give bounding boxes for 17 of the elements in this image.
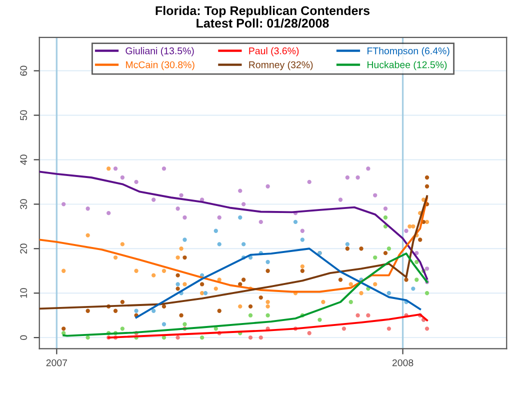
chart-title: Florida: Top Republican Contenders (156, 6, 370, 18)
chart-subtitle: Latest Poll: 01/28/2008 (196, 18, 329, 28)
legend-label: Paul (3.6%) (249, 47, 299, 56)
legend-label: Giuliani (13.5%) (126, 47, 194, 56)
y-tick-label: 50 (20, 110, 28, 120)
y-tick-label: 20 (20, 244, 28, 254)
y-tick-label: 0 (20, 335, 28, 340)
x-tick-label: 2007 (46, 359, 68, 366)
legend-label: Romney (32%) (249, 61, 313, 70)
y-tick-label: 60 (20, 66, 28, 76)
y-tick-label: 40 (20, 154, 28, 165)
legend-label: McCain (30.8%) (126, 61, 194, 70)
y-tick-label: 30 (20, 199, 28, 210)
legend-label: FThompson (6.4%) (368, 47, 450, 56)
legend-label: Huckabee (12.5%) (368, 61, 447, 70)
x-tick-label: 2008 (392, 359, 414, 366)
y-tick-label: 10 (20, 288, 28, 298)
